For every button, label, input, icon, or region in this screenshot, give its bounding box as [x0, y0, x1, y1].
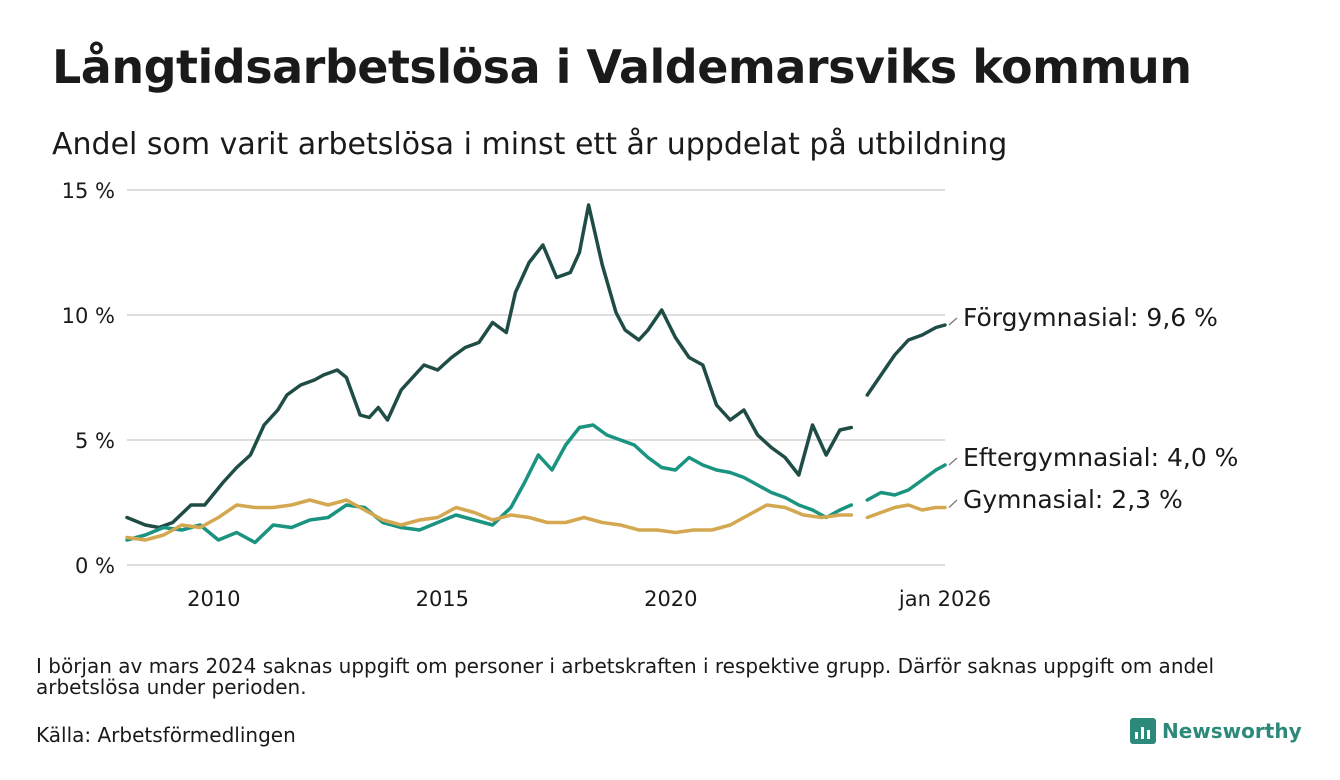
- y-tick-label: 5 %: [75, 429, 115, 453]
- series-line-förgymnasial: [865, 323, 947, 397]
- series-end-labels: Förgymnasial: 9,6 % Eftergymnasial: 4,0 %…: [948, 303, 1238, 514]
- newsworthy-logo: Newsworthy: [1130, 718, 1302, 744]
- gridlines: [127, 189, 945, 566]
- label-connector: [948, 317, 958, 326]
- label-connector: [948, 457, 958, 466]
- series-end-label: Förgymnasial: 9,6 %: [963, 303, 1218, 332]
- x-tick-label: 2010: [187, 587, 240, 611]
- series-line-förgymnasial: [125, 203, 854, 530]
- chart-title: Långtidsarbetslösa i Valdemarsviks kommu…: [52, 40, 1192, 94]
- x-tick-label: 2015: [416, 587, 469, 611]
- axis-labels: 0 % 5 % 10 % 15 % 2010 2015 2020 jan 2026: [62, 179, 991, 611]
- footnote: I början av mars 2024 saknas uppgift om …: [36, 654, 1215, 699]
- series-line-gymnasial: [125, 498, 854, 542]
- chart-subtitle: Andel som varit arbetslösa i minst ett å…: [52, 127, 1008, 162]
- source-text: Källa: Arbetsförmedlingen: [36, 723, 296, 747]
- series-line-eftergymnasial: [865, 463, 947, 502]
- newsworthy-chart-icon: [1130, 718, 1156, 744]
- x-tick-label: 2020: [644, 587, 697, 611]
- brand-name: Newsworthy: [1162, 719, 1302, 743]
- series-end-label: Gymnasial: 2,3 %: [963, 485, 1183, 514]
- y-tick-label: 15 %: [62, 179, 115, 203]
- series-line-eftergymnasial: [125, 423, 854, 545]
- series-end-label: Eftergymnasial: 4,0 %: [963, 443, 1238, 472]
- label-connector: [948, 499, 958, 508]
- y-tick-label: 0 %: [75, 554, 115, 578]
- series-line-gymnasial: [865, 503, 947, 520]
- x-tick-label: jan 2026: [898, 587, 991, 611]
- y-tick-label: 10 %: [62, 304, 115, 328]
- line-chart: Förgymnasial: 9,6 % Eftergymnasial: 4,0 %…: [62, 179, 1239, 611]
- series-lines: [125, 203, 947, 545]
